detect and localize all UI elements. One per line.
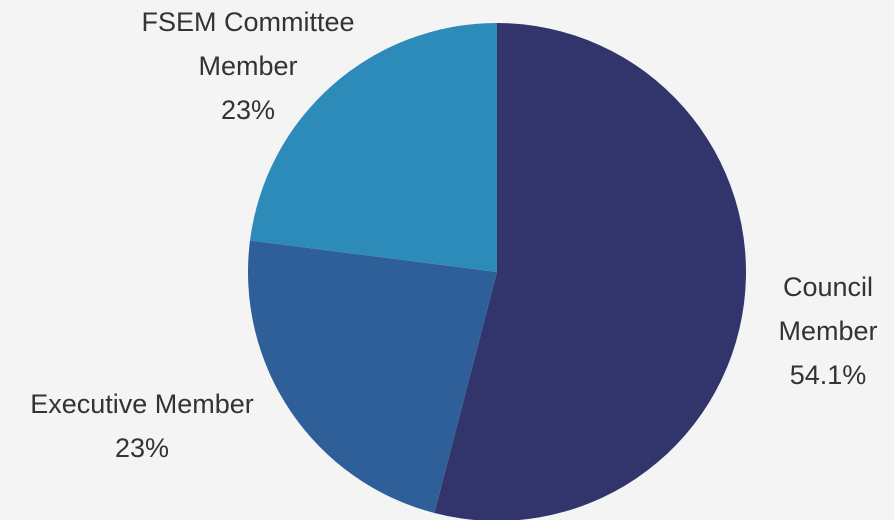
pie-slice (250, 23, 497, 272)
category-label: Executive Member (30, 389, 254, 419)
slice-label: FSEM Committee Member 23% (128, 0, 368, 132)
slice-label: Council Member 54.1% (763, 265, 893, 397)
value-label: 54.1% (789, 360, 867, 390)
category-label: Council Member (778, 272, 878, 346)
value-label: 23% (114, 433, 170, 463)
value-label: 23% (220, 95, 276, 125)
slice-label: Executive Member 23% (0, 382, 284, 470)
pie-slice (248, 240, 497, 513)
pie-slice (434, 23, 746, 520)
category-label: FSEM Committee Member (141, 7, 355, 81)
